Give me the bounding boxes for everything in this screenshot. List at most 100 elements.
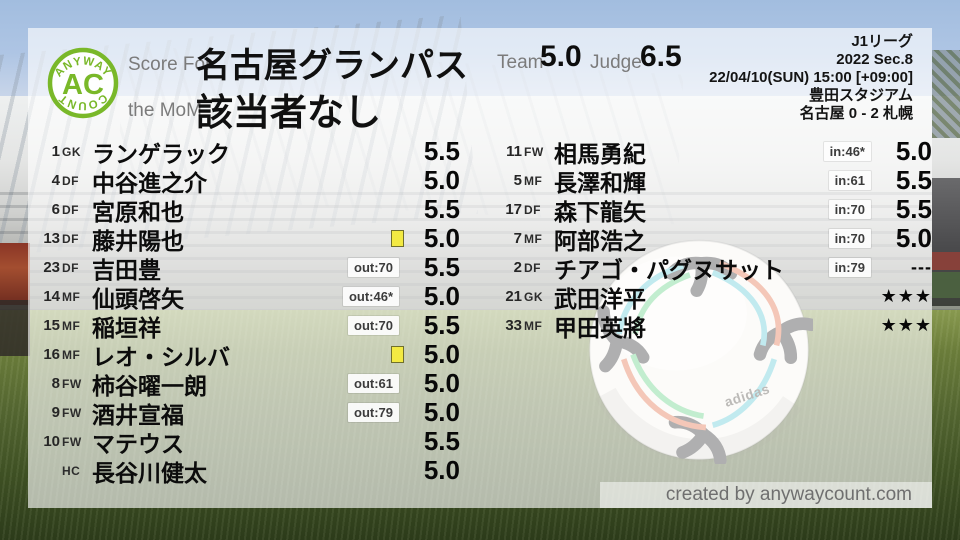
credit-text: created by anywaycount.com [665,484,912,505]
player-number: 14 [43,288,60,305]
player-name: 仙頭啓矢 [92,285,184,312]
right-edge-red-band [932,252,960,270]
player-name: 酒井宣福 [92,401,184,428]
player-rating: 5.0 [423,224,460,253]
player-name: レオ・シルバ [92,343,230,370]
venue-name: 豊田スタジアム [809,87,913,104]
anywaycount-logo: ANYWAY COUNT AC [47,47,119,119]
mom-label: the MoM [128,100,202,121]
left-edge-dark-stand [0,300,30,356]
left-edge-red-stand [0,243,30,305]
player-rating: ★★★ [880,286,932,306]
player-name: 相馬勇紀 [554,140,646,167]
player-rating: 5.5 [423,253,460,282]
player-rating: --- [911,257,932,277]
yellow-card-icon [391,230,404,247]
substitutes-list: 11 FW 相馬勇紀 in:46* 5.0 5 MF 長澤和輝 in:61 5.… [492,137,932,340]
player-position: FW [62,376,82,391]
player-name: 長谷川健太 [92,459,207,486]
player-row: 2 DF チアゴ・パグヌサット in:79 --- [492,253,932,283]
player-row: 16 MF レオ・シルバ 5.0 [30,340,460,369]
player-name: 稲垣祥 [92,314,161,341]
player-rating: 5.5 [423,311,460,340]
player-number: 9 [51,404,60,421]
player-name: 長澤和輝 [554,169,646,196]
sub-badge: out:70 [348,258,399,277]
league-name: J1リーグ [851,33,913,50]
right-edge-trees [932,50,960,138]
sub-badge: out:79 [348,403,399,422]
credit-band [600,482,932,508]
player-position: DF [62,173,79,188]
player-row: 8 FW 柿谷曜一朗 out:61 5.0 [30,369,460,398]
player-name: 宮原和也 [92,198,184,225]
player-rating: 5.0 [423,282,460,311]
starters-list: 1 GK ランゲラック 5.5 4 DF 中谷進之介 5.0 6 DF 宮原和也… [30,137,460,485]
player-position: FW [62,434,82,449]
right-edge-green-band [932,272,960,298]
player-number: 4 [51,172,60,189]
kickoff-datetime: 22/04/10(SUN) 15:00 [+09:00] [709,69,913,86]
player-row: 15 MF 稲垣祥 out:70 5.5 [30,311,460,340]
player-rating: 5.0 [895,137,932,166]
player-row: 11 FW 相馬勇紀 in:46* 5.0 [492,137,932,166]
player-position: MF [62,347,81,362]
player-row: 17 DF 森下龍矢 in:70 5.5 [492,195,932,224]
team-score-label: Team [497,52,544,73]
logo-monogram: AC [62,69,104,101]
player-name: 森下龍矢 [554,198,646,225]
player-position: HC [62,463,81,478]
player-row: 5 MF 長澤和輝 in:61 5.5 [492,166,932,195]
player-row: HC 長谷川健太 5.0 [30,456,460,485]
player-rating: 5.5 [423,137,460,166]
team-score-value: 5.0 [540,40,582,73]
player-position: FW [524,144,544,159]
player-number: 23 [43,259,60,276]
player-rating: 5.5 [423,427,460,456]
player-number: 11 [506,143,522,160]
player-row: 10 FW マテウス 5.5 [30,427,460,456]
player-row: 7 MF 阿部浩之 in:70 5.0 [492,224,932,253]
player-position: DF [62,260,79,275]
player-number: 1 [51,143,60,160]
player-row: 13 DF 藤井陽也 5.0 [30,224,460,253]
sub-badge: out:46* [342,287,399,306]
player-number: 17 [505,201,522,218]
sub-badge: in:79 [828,258,871,277]
mom-value: 該当者なし [196,92,381,133]
player-rating: 5.5 [423,195,460,224]
player-name: マテウス [92,430,184,457]
player-row: 14 MF 仙頭啓矢 out:46* 5.0 [30,282,460,311]
player-position: DF [62,231,79,246]
player-number: 15 [43,317,60,334]
player-name: ランゲラック [92,140,230,167]
final-score-line: 名古屋 0 - 2 札幌 [799,105,913,122]
player-name: 柿谷曜一朗 [92,372,207,399]
player-row: 1 GK ランゲラック 5.5 [30,137,460,166]
judge-score-label: Judge [590,52,642,73]
player-rating: 5.5 [895,195,932,224]
player-rating: 5.0 [423,340,460,369]
player-number: 13 [43,230,60,247]
sub-badge: out:61 [348,374,399,393]
sub-badge: in:46* [823,142,871,161]
player-position: DF [524,260,541,275]
player-number: 10 [43,433,60,450]
player-rating: 5.0 [423,398,460,427]
content-panel [28,28,932,508]
judge-score-value: 6.5 [640,40,682,73]
player-position: GK [62,144,81,159]
player-name: チアゴ・パグヌサット [554,256,784,283]
player-name: 阿部浩之 [554,227,646,254]
yellow-card-icon [391,346,404,363]
player-number: 8 [51,375,60,392]
player-name: 吉田豊 [92,256,161,283]
player-rating: 5.5 [895,166,932,195]
player-name: 甲田英將 [554,314,646,341]
sub-badge: in:70 [828,229,871,248]
player-row: 4 DF 中谷進之介 5.0 [30,166,460,195]
season-round: 2022 Sec.8 [836,51,913,68]
sub-badge: in:70 [828,200,871,219]
player-rating: 5.0 [423,456,460,485]
player-rating: 5.0 [423,369,460,398]
